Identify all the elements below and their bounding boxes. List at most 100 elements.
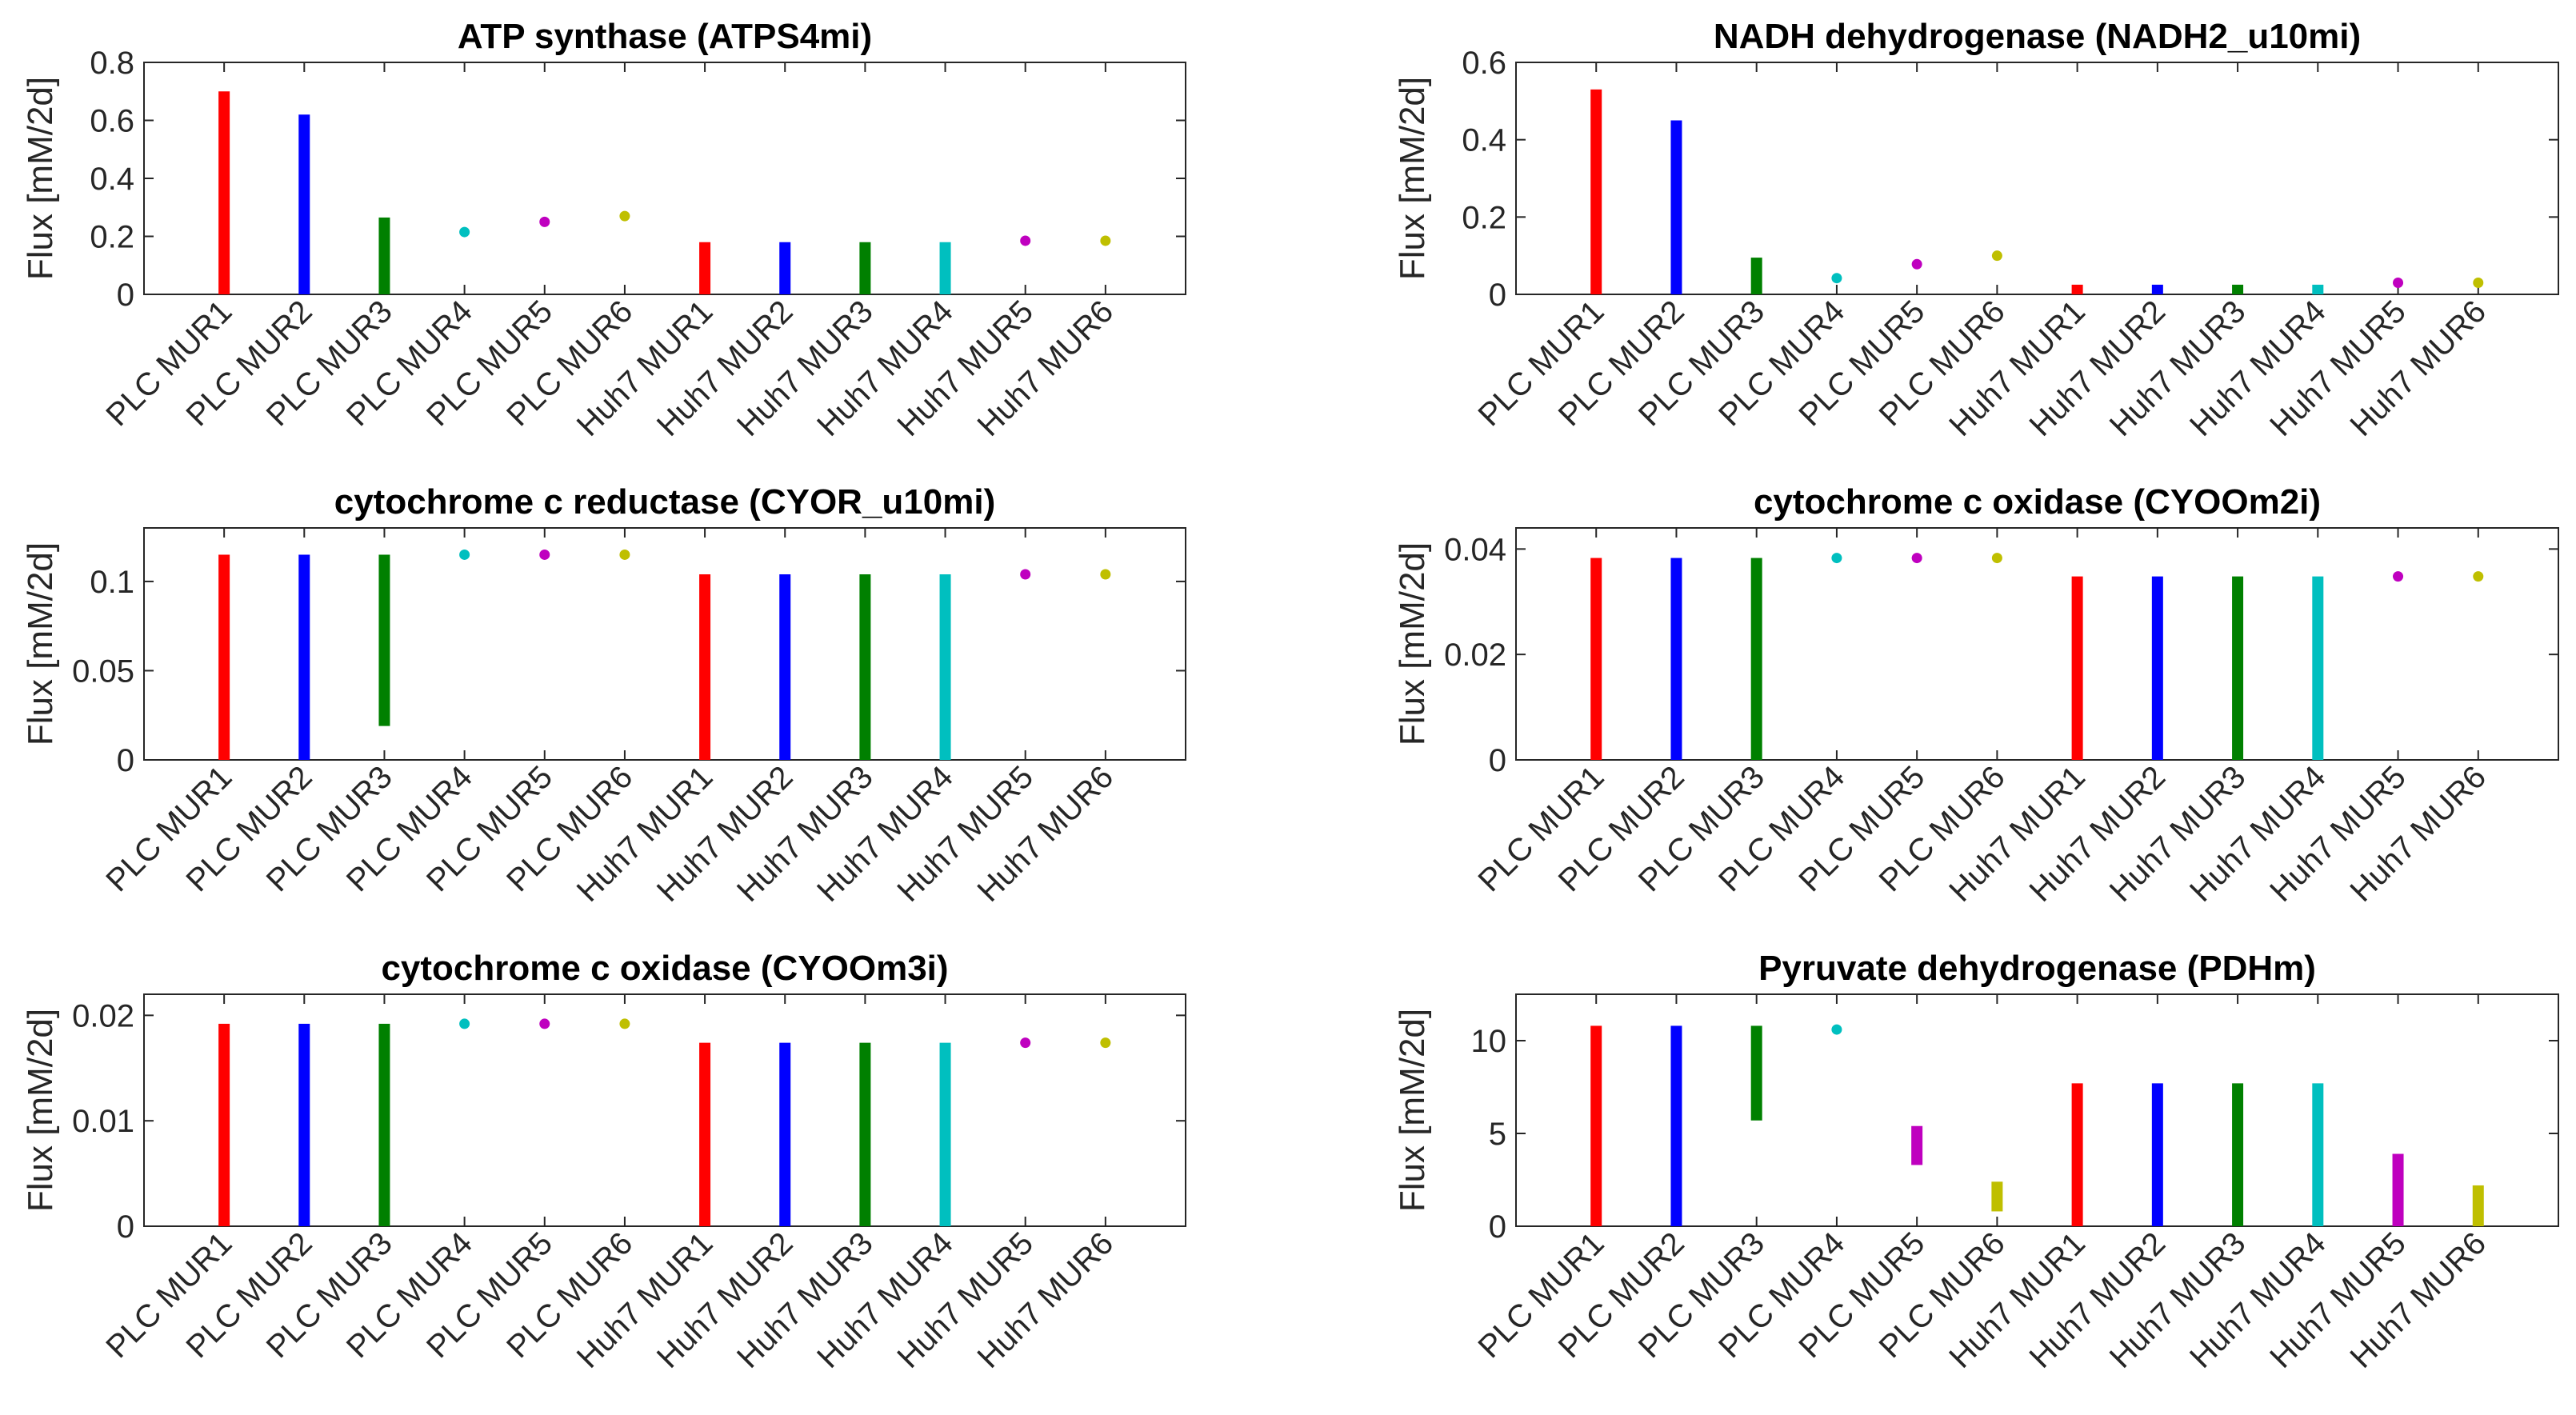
y-tick-label: 0.05: [72, 654, 134, 689]
flux-point: [1020, 1037, 1031, 1049]
flux-bar: [779, 1042, 791, 1226]
y-tick-label: 0.2: [90, 220, 134, 255]
flux-point: [1831, 1024, 1842, 1035]
y-tick-label: 0: [1489, 743, 1506, 778]
flux-bar: [1670, 558, 1682, 760]
axes-box: [143, 62, 1186, 295]
flux-bar: [378, 1023, 390, 1226]
flux-point: [1100, 569, 1111, 580]
y-tick-label: 0.6: [90, 104, 134, 139]
flux-bar: [2312, 576, 2324, 760]
y-axis-label: Flux [mM/2d]: [1393, 1009, 1432, 1212]
flux-bar: [1991, 1181, 2003, 1212]
y-tick-label: 0.02: [72, 998, 134, 1033]
flux-bar: [2232, 1083, 2244, 1226]
y-tick-label: 0.4: [1462, 123, 1506, 158]
flux-point: [1100, 235, 1111, 246]
flux-bar: [2472, 1185, 2484, 1226]
flux-point: [2393, 278, 2404, 288]
y-tick-label: 0.2: [1462, 200, 1506, 235]
axes-box: [143, 527, 1186, 761]
chart-title: Pyruvate dehydrogenase (PDHm): [1758, 949, 2316, 988]
flux-point: [1991, 553, 2002, 564]
flux-point: [1100, 1037, 1111, 1049]
flux-bar: [1911, 1125, 1923, 1165]
flux-bar: [298, 114, 310, 294]
flux-bar: [2232, 284, 2244, 294]
flux-point: [459, 1018, 470, 1029]
y-tick-label: 0: [117, 1209, 134, 1245]
flux-bar: [2071, 284, 2083, 294]
chart-title: ATP synthase (ATPS4mi): [458, 17, 872, 56]
flux-point: [459, 549, 470, 560]
chart-panel-1: ATP synthase (ATPS4mi) Flux [mM/2d] 0 0.2 0.…: [21, 17, 1186, 443]
flux-bar: [1750, 558, 1762, 760]
y-tick-label: 0.1: [90, 565, 134, 600]
y-tick-label: 10: [1471, 1024, 1507, 1059]
flux-point: [2473, 571, 2484, 582]
flux-bar: [939, 574, 951, 760]
flux-point: [1020, 569, 1031, 580]
flux-point: [1991, 250, 2002, 262]
flux-bar: [2392, 1153, 2404, 1226]
flux-bar: [298, 554, 310, 760]
flux-bar: [2071, 1083, 2083, 1226]
y-tick-label: 0: [117, 278, 134, 313]
flux-point: [539, 549, 550, 560]
y-tick-label: 5: [1489, 1117, 1506, 1152]
chart-title: cytochrome c oxidase (CYOOm2i): [1754, 482, 2321, 522]
flux-bar: [939, 1042, 951, 1226]
y-axis-label: Flux [mM/2d]: [21, 77, 60, 280]
flux-bar: [859, 242, 871, 294]
flux-bar: [699, 242, 711, 294]
flux-bar: [1590, 89, 1602, 294]
flux-point: [1911, 553, 1922, 564]
flux-point: [1020, 235, 1031, 246]
flux-point: [459, 226, 470, 238]
y-tick-label: 0: [1489, 278, 1506, 313]
flux-bar: [1670, 120, 1682, 294]
chart-panel-6: Pyruvate dehydrogenase (PDHm) Flux [mM/2d…: [1393, 949, 2559, 1375]
flux-bar: [218, 1023, 230, 1226]
axes-box: [1515, 993, 2559, 1227]
chart-title: NADH dehydrogenase (NADH2_u10mi): [1714, 17, 2361, 56]
flux-bar: [779, 242, 791, 294]
flux-point: [2393, 571, 2404, 582]
flux-bar: [699, 1042, 711, 1226]
flux-bar: [1750, 1025, 1762, 1121]
y-tick-label: 0.02: [1444, 638, 1506, 673]
y-tick-label: 0.4: [90, 162, 134, 197]
y-axis-label: Flux [mM/2d]: [1393, 77, 1432, 280]
flux-bar: [2232, 576, 2244, 760]
flux-bar: [1590, 558, 1602, 760]
flux-bar: [1750, 258, 1762, 294]
flux-bar: [859, 574, 871, 760]
flux-bar: [378, 217, 390, 294]
y-axis-label: Flux [mM/2d]: [1393, 542, 1432, 745]
flux-bar: [1670, 1025, 1682, 1226]
flux-bar: [2071, 576, 2083, 760]
flux-bar: [939, 242, 951, 294]
chart-panel-2: NADH dehydrogenase (NADH2_u10mi) Flux [mM…: [1393, 17, 2559, 443]
flux-point: [619, 210, 630, 222]
y-tick-label: 0.04: [1444, 532, 1506, 567]
axes-box: [1515, 527, 2559, 761]
y-tick-label: 0.01: [72, 1104, 134, 1139]
flux-point: [1831, 273, 1842, 284]
flux-bar: [2312, 1083, 2324, 1226]
flux-point: [1911, 258, 1922, 270]
flux-point: [539, 216, 550, 227]
flux-bar: [1590, 1025, 1602, 1226]
flux-bar: [378, 554, 390, 726]
chart-panel-4: cytochrome c oxidase (CYOOm2i) Flux [mM/2…: [1393, 482, 2559, 909]
flux-bar: [218, 554, 230, 760]
flux-bar: [779, 574, 791, 760]
axes-box: [1515, 62, 2559, 295]
y-tick-label: 0: [1489, 1209, 1506, 1245]
flux-bar: [2151, 576, 2163, 760]
y-tick-label: 0.8: [90, 46, 134, 81]
y-tick-label: 0.6: [1462, 46, 1506, 81]
flux-bar: [699, 574, 711, 760]
flux-bar: [859, 1042, 871, 1226]
